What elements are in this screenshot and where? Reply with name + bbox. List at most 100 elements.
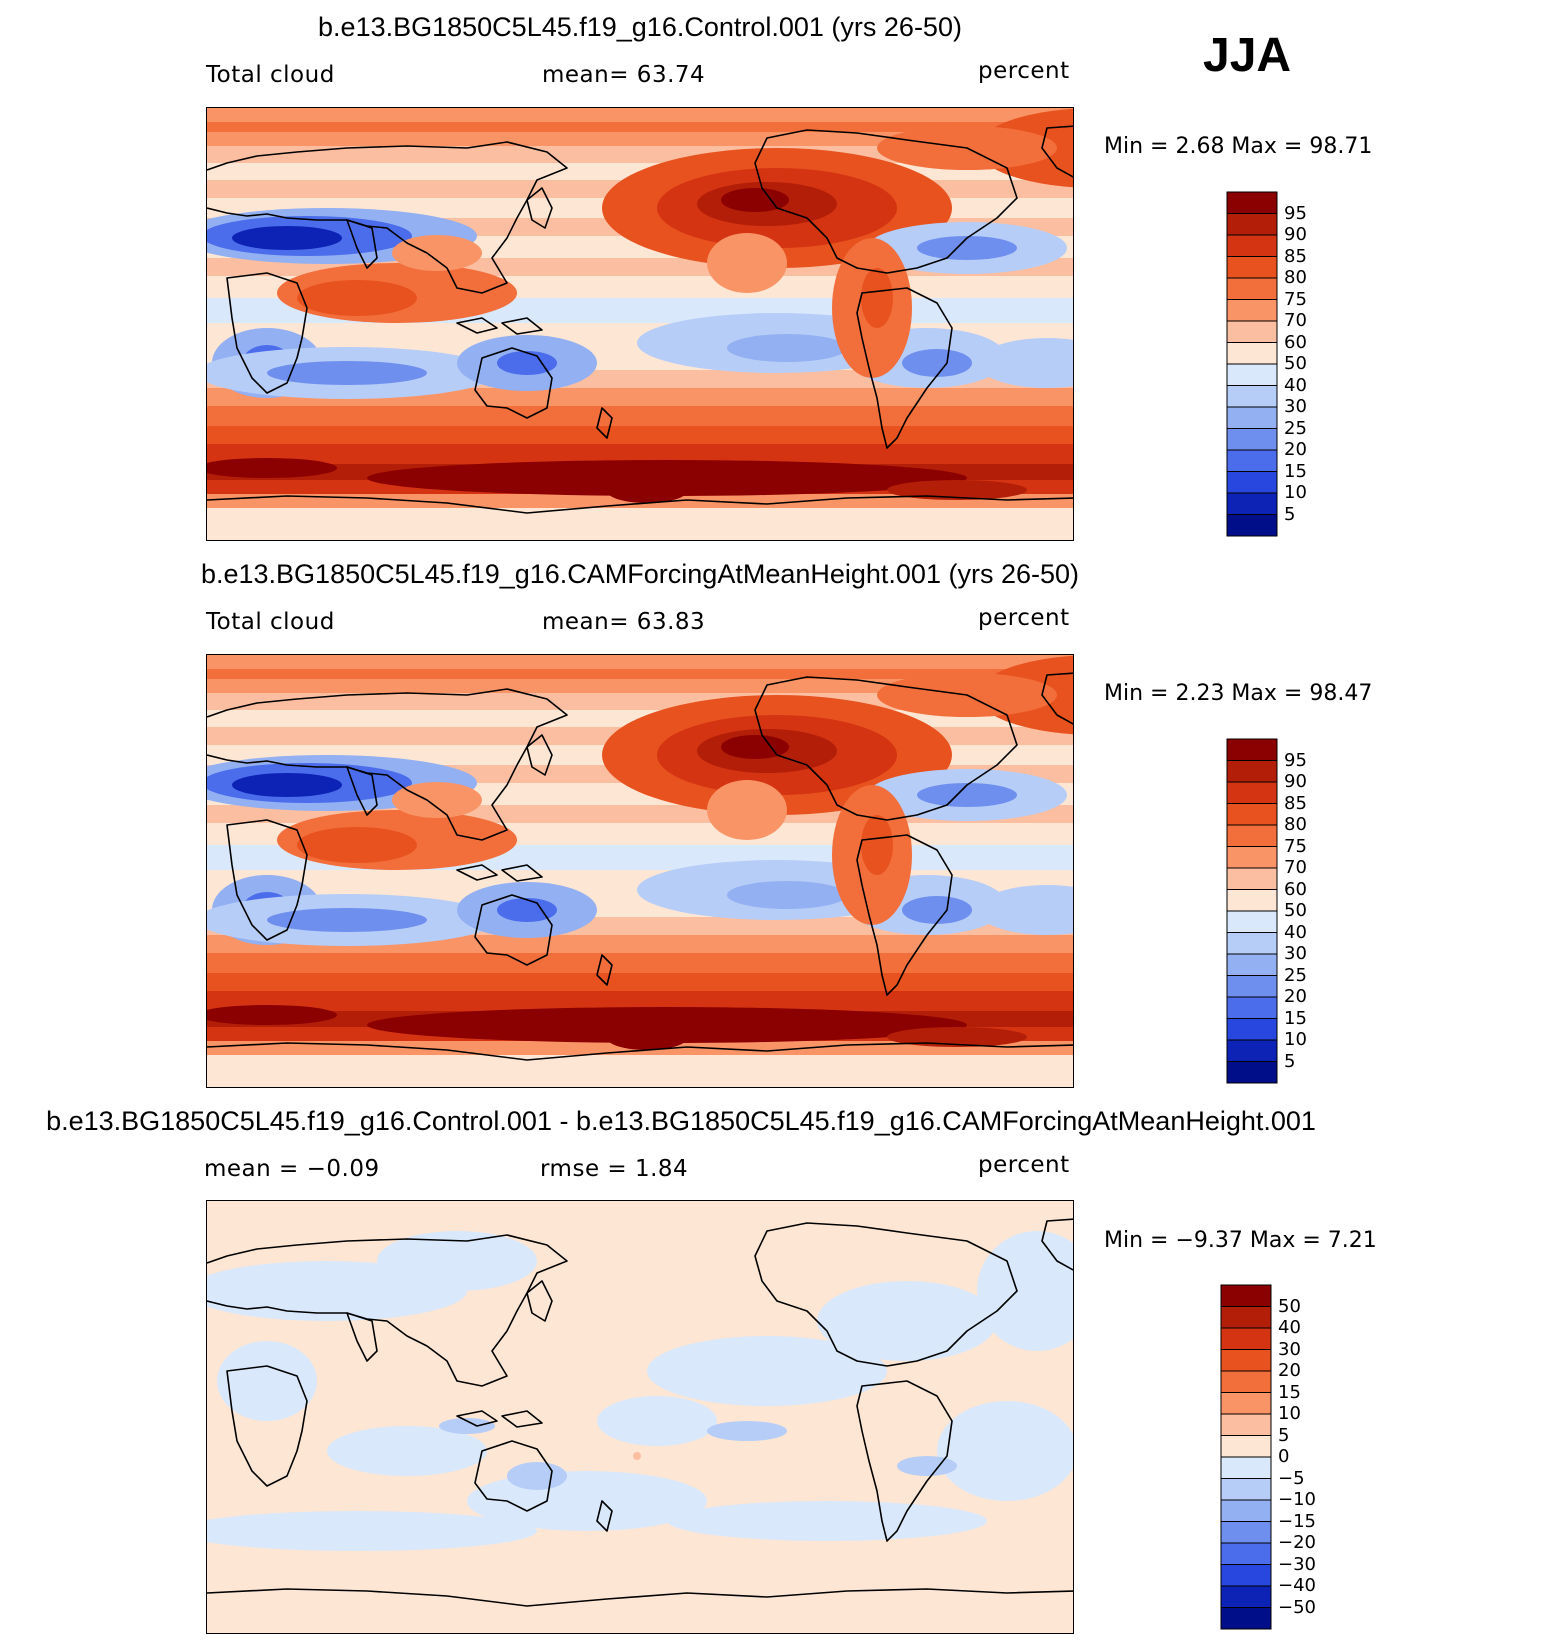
coastline: [596, 407, 613, 439]
coastline: [526, 1280, 553, 1322]
coastline: [1041, 672, 1073, 725]
colorbar-tick-label: 0: [1278, 1446, 1290, 1467]
colorbar-box: [1226, 1061, 1278, 1084]
colorbar-tick-label: 10: [1284, 482, 1307, 503]
diff-patch: [647, 1336, 887, 1406]
coastline: [526, 187, 553, 229]
diff-patch: [707, 1421, 787, 1441]
colorbar-tick-label: 50: [1278, 1295, 1301, 1317]
colorbar-box: [1226, 760, 1278, 783]
cloud-blob: [207, 458, 337, 478]
cloud-blob: [367, 1007, 967, 1043]
cloud-blob: [861, 268, 893, 328]
cloud-band: [207, 406, 1073, 427]
cloud-blob: [902, 349, 972, 377]
coastline: [346, 766, 378, 816]
colorbar-box: [1226, 953, 1278, 976]
cloud-band: [207, 953, 1073, 974]
coastline: [207, 1234, 568, 1387]
coastline: [856, 1380, 953, 1542]
colorbar-box: [1226, 256, 1278, 279]
colorbar-box: [1226, 320, 1278, 343]
cloud-band: [207, 973, 1073, 992]
colorbar-box: [1226, 299, 1278, 322]
colorbar-box: [1226, 406, 1278, 429]
panel-1-units-label: percent: [978, 58, 1070, 84]
cloud-blob: [707, 233, 787, 293]
diff-patch: [327, 1426, 487, 1476]
cloud-blob: [297, 280, 417, 316]
diff-patch: [377, 1231, 537, 1291]
colorbar-box: [1226, 824, 1278, 847]
cloud-blob: [497, 898, 557, 922]
panel-3-title: b.e13.BG1850C5L45.f19_g16.Control.001 - …: [46, 1106, 1316, 1136]
cloud-blob: [207, 1005, 337, 1025]
cloud-band: [207, 122, 1073, 133]
panel-2-minmax: Min = 2.23 Max = 98.47: [1104, 681, 1373, 706]
panel-1-variable-label: Total cloud: [206, 62, 335, 88]
cloud-blob: [392, 235, 482, 271]
coastline: [346, 219, 378, 269]
colorbar-tick-label: 30: [1284, 943, 1307, 964]
colorbar-box: [1226, 213, 1278, 236]
colorbar-tick-label: 60: [1284, 331, 1307, 353]
coastline: [456, 864, 498, 881]
diff-patch: [507, 1462, 567, 1490]
colorbar-box: [1226, 889, 1278, 912]
colorbar-tick-label: 25: [1284, 964, 1307, 986]
cloud-blob: [861, 815, 893, 875]
colorbar-tick-label: −30: [1278, 1553, 1316, 1575]
cloud-blob: [902, 896, 972, 924]
colorbar-box: [1226, 277, 1278, 300]
cloud-blob: [977, 885, 1073, 935]
colorbar-box: [1226, 1018, 1278, 1041]
colorbar-tick-label: 40: [1284, 921, 1307, 943]
colorbar-box: [1220, 1607, 1272, 1630]
coastline: [596, 954, 613, 986]
panel-2-units-label: percent: [978, 605, 1070, 631]
cloud-band: [207, 669, 1073, 680]
coastline: [754, 1222, 1018, 1367]
cloud-band: [207, 679, 1073, 694]
cloud-blob: [917, 783, 1017, 807]
colorbar-tick-label: 20: [1278, 1360, 1301, 1381]
colorbar-tick-label: 5: [1284, 503, 1296, 525]
cloud-blob: [727, 334, 847, 362]
colorbar-box: [1220, 1413, 1272, 1436]
colorbar-tick-label: −20: [1278, 1532, 1316, 1553]
cloud-blob: [887, 480, 1027, 500]
coastline: [346, 1312, 378, 1362]
colorbar-tick-label: −15: [1278, 1510, 1316, 1532]
coastline: [226, 819, 308, 941]
colorbar-tick-label: 20: [1284, 986, 1307, 1007]
coastline: [474, 1440, 553, 1512]
panel-3-map: [206, 1200, 1074, 1634]
colorbar-tick-label: −5: [1278, 1467, 1305, 1489]
panel-2-cloud-field: [207, 655, 1073, 1087]
colorbar-box: [1220, 1521, 1272, 1544]
cloud-blob: [607, 479, 687, 503]
colorbar-box: [1220, 1435, 1272, 1458]
coastline: [207, 1588, 1073, 1607]
panel-1-minmax: Min = 2.68 Max = 98.71: [1104, 134, 1373, 159]
colorbar-box: [1226, 867, 1278, 890]
colorbar-tick-label: 30: [1278, 1338, 1301, 1360]
diff-patch: [217, 1341, 317, 1421]
coastline: [754, 676, 1018, 821]
cloud-blob: [727, 881, 847, 909]
colorbar-box: [1220, 1542, 1272, 1565]
colorbar-tick-label: 75: [1284, 288, 1307, 310]
diff-patch: [439, 1418, 495, 1434]
diff-patch: [817, 1281, 997, 1361]
cloud-blob: [721, 735, 789, 759]
colorbar-tick-label: 70: [1284, 857, 1307, 878]
panel-2-map: [206, 654, 1074, 1088]
cloud-blob: [232, 226, 342, 250]
colorbar-tick-label: −10: [1278, 1489, 1316, 1510]
colorbar-box: [1226, 363, 1278, 386]
colorbar-tick-label: 95: [1284, 749, 1307, 771]
colorbar-tick-label: 20: [1284, 439, 1307, 460]
colorbar-box: [1226, 514, 1278, 537]
colorbar-box: [1226, 932, 1278, 955]
colorbar-box: [1226, 492, 1278, 515]
